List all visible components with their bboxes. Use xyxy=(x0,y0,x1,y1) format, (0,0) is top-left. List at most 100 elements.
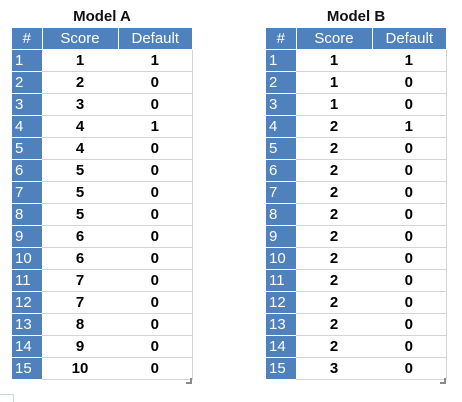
score-cell: 1 xyxy=(296,71,372,94)
default-cell: 1 xyxy=(372,49,447,72)
table-resize-handle[interactable] xyxy=(186,378,192,384)
table-row: 12 2 0 xyxy=(266,291,447,314)
row-index-cell: 11 xyxy=(266,269,296,292)
default-cell: 0 xyxy=(372,71,447,94)
score-cell: 1 xyxy=(296,93,372,116)
default-cell: 0 xyxy=(372,225,447,248)
score-cell: 2 xyxy=(296,137,372,160)
row-index-cell: 5 xyxy=(266,137,296,160)
default-cell: 0 xyxy=(372,291,447,314)
score-cell: 4 xyxy=(42,115,118,138)
default-cell: 1 xyxy=(118,49,193,72)
row-index-cell: 10 xyxy=(266,247,296,270)
score-cell: 1 xyxy=(296,49,372,72)
row-index-cell: 7 xyxy=(12,181,42,204)
score-cell: 2 xyxy=(296,181,372,204)
row-index-cell: 6 xyxy=(12,159,42,182)
row-index-cell: 15 xyxy=(12,357,42,380)
default-cell: 0 xyxy=(118,203,193,226)
default-cell: 0 xyxy=(118,247,193,270)
score-cell: 2 xyxy=(296,247,372,270)
model-a-title: Model A xyxy=(73,8,131,25)
column-header-index: # xyxy=(266,28,297,50)
score-cell: 2 xyxy=(296,159,372,182)
row-index-cell: 13 xyxy=(12,313,42,336)
model-b-title: Model B xyxy=(326,8,386,25)
score-cell: 2 xyxy=(296,225,372,248)
score-cell: 5 xyxy=(42,181,118,204)
score-cell: 2 xyxy=(296,313,372,336)
row-index-cell: 4 xyxy=(12,115,42,138)
table-row: 15 10 0 xyxy=(12,357,193,380)
score-cell: 4 xyxy=(42,137,118,160)
score-cell: 10 xyxy=(42,357,118,380)
score-cell: 2 xyxy=(42,71,118,94)
header-row: # Score Default xyxy=(266,28,446,50)
default-cell: 0 xyxy=(118,159,193,182)
table-row: 11 2 0 xyxy=(266,269,447,292)
default-cell: 0 xyxy=(118,137,193,160)
score-cell: 7 xyxy=(42,291,118,314)
row-index-cell: 2 xyxy=(266,71,296,94)
row-index-cell: 12 xyxy=(266,291,296,314)
row-index-cell: 2 xyxy=(12,71,42,94)
default-cell: 0 xyxy=(372,335,447,358)
column-header-score: Score xyxy=(296,28,373,50)
default-cell: 0 xyxy=(118,269,193,292)
row-index-cell: 11 xyxy=(12,269,42,292)
row-index-cell: 5 xyxy=(12,137,42,160)
table-resize-handle[interactable] xyxy=(440,378,446,384)
score-cell: 8 xyxy=(42,313,118,336)
score-cell: 2 xyxy=(296,291,372,314)
score-cell: 6 xyxy=(42,247,118,270)
score-cell: 2 xyxy=(296,335,372,358)
row-index-cell: 14 xyxy=(266,335,296,358)
table-row: 11 7 0 xyxy=(12,269,193,292)
score-cell: 1 xyxy=(42,49,118,72)
row-index-cell: 9 xyxy=(266,225,296,248)
default-cell: 0 xyxy=(118,357,193,380)
table-row: 10 6 0 xyxy=(12,247,193,270)
default-cell: 0 xyxy=(118,313,193,336)
row-index-cell: 1 xyxy=(266,49,296,72)
default-cell: 0 xyxy=(118,225,193,248)
score-cell: 2 xyxy=(296,203,372,226)
table-row: 12 7 0 xyxy=(12,291,193,314)
row-index-cell: 4 xyxy=(266,115,296,138)
column-header-index: # xyxy=(12,28,43,50)
row-index-cell: 8 xyxy=(266,203,296,226)
score-cell: 6 xyxy=(42,225,118,248)
table-row: 15 3 0 xyxy=(266,357,447,380)
default-cell: 0 xyxy=(372,181,447,204)
table-row: 13 8 0 xyxy=(12,313,193,336)
default-cell: 0 xyxy=(372,159,447,182)
score-cell: 2 xyxy=(296,269,372,292)
row-index-cell: 3 xyxy=(12,93,42,116)
default-cell: 0 xyxy=(372,357,447,380)
row-index-cell: 6 xyxy=(266,159,296,182)
table-row: 13 2 0 xyxy=(266,313,447,336)
table-row: 10 2 0 xyxy=(266,247,447,270)
table-row: 14 9 0 xyxy=(12,335,193,358)
score-cell: 5 xyxy=(42,159,118,182)
default-cell: 0 xyxy=(118,71,193,94)
column-header-default: Default xyxy=(118,28,192,50)
score-cell: 7 xyxy=(42,269,118,292)
column-header-score: Score xyxy=(42,28,119,50)
